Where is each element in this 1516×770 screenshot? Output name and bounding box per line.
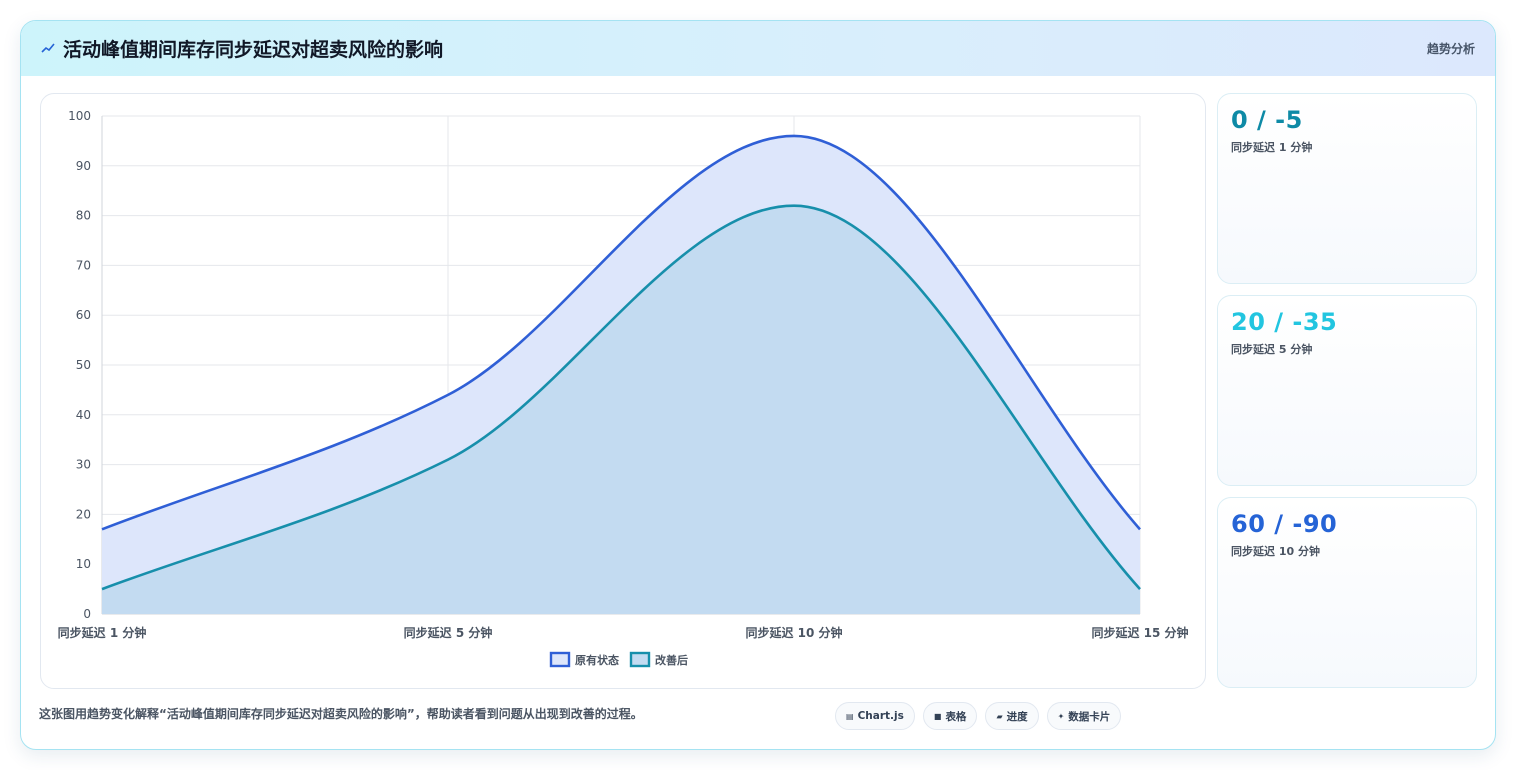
chip-label: 表格 — [945, 710, 967, 723]
series-area — [102, 205, 1140, 614]
legend-label: 改善后 — [655, 653, 688, 667]
series-line — [101, 134, 1141, 531]
stat-card: 60 / -90 同步延迟 10 分钟 — [1217, 497, 1477, 688]
y-tick-label: 10 — [76, 557, 91, 571]
chip-chartjs[interactable]: ▤ Chart.js — [835, 702, 915, 730]
x-tick-label: 同步延迟 15 分钟 — [1091, 625, 1188, 640]
chart-card: 0 10 20 30 40 50 60 70 80 90 100 同步延迟 1 分钟 同步延迟 5 分… — [40, 93, 1206, 689]
page-title: 活动峰值期间库存同步延迟对超卖风险的影响 — [63, 39, 444, 61]
x-tick-label: 同步延迟 10 分钟 — [745, 625, 842, 640]
y-tick-label: 60 — [76, 308, 91, 322]
stat-card: 20 / -35 同步延迟 5 分钟 — [1217, 295, 1477, 486]
chart-lines — [101, 134, 1141, 591]
y-tick-label: 80 — [76, 209, 91, 223]
y-tick-label: 90 — [76, 159, 91, 173]
x-tick-label: 同步延迟 5 分钟 — [404, 625, 493, 640]
table-icon: ■ — [933, 711, 942, 721]
chip-progress[interactable]: ▰ 进度 — [985, 702, 1039, 730]
legend-swatch — [549, 651, 571, 668]
area-chart: 0 10 20 30 40 50 60 70 80 90 100 同步延迟 1 分钟 同步延迟 5 分… — [58, 109, 1189, 668]
x-axis: 同步延迟 1 分钟 同步延迟 5 分钟 同步延迟 10 分钟 同步延迟 15 分钟 — [58, 625, 1189, 640]
x-tick-label: 同步延迟 1 分钟 — [58, 625, 147, 640]
chart-description: 这张图用趋势变化解释“活动峰值期间库存同步延迟对超卖风险的影响”，帮助读者看到问… — [39, 707, 643, 721]
analysis-tag: 趋势分析 — [1426, 42, 1475, 56]
legend-label: 原有状态 — [575, 653, 619, 667]
dashboard-panel: 活动峰值期间库存同步延迟对超卖风险的影响 趋势分析 0 10 20 30 40 50 60 7… — [20, 20, 1496, 750]
card-icon: ✦ — [1057, 711, 1065, 721]
legend-swatch — [629, 651, 651, 668]
feature-chips: ▤ Chart.js ■ 表格 ▰ 进度 ✦ 数据卡片 — [835, 702, 1122, 730]
series-line — [101, 204, 1141, 591]
panel-header: 活动峰值期间库存同步延迟对超卖风险的影响 趋势分析 — [21, 21, 1495, 76]
y-tick-label: 40 — [76, 408, 91, 422]
chart-areas — [102, 135, 1140, 615]
chart-legend[interactable]: 原有状态 改善后 — [549, 651, 688, 668]
stat-label: 同步延迟 5 分钟 — [1231, 343, 1313, 356]
chip-label: 数据卡片 — [1068, 710, 1111, 723]
legend-item[interactable]: 改善后 — [629, 651, 688, 668]
y-tick-label: 20 — [76, 507, 91, 521]
stat-label: 同步延迟 1 分钟 — [1231, 141, 1313, 154]
stat-label: 同步延迟 10 分钟 — [1231, 545, 1320, 558]
y-tick-label: 70 — [76, 258, 91, 272]
stat-value: 60 / -90 — [1231, 510, 1338, 538]
chip-table[interactable]: ■ 表格 — [922, 702, 978, 730]
stat-card: 0 / -5 同步延迟 1 分钟 — [1217, 93, 1477, 284]
sparkline-icon — [41, 43, 55, 53]
y-tick-label: 0 — [83, 607, 91, 621]
chip-data-card[interactable]: ✦ 数据卡片 — [1046, 702, 1122, 730]
y-tick-label: 50 — [76, 358, 91, 372]
legend-item[interactable]: 原有状态 — [549, 651, 619, 668]
chip-label: Chart.js — [857, 710, 904, 722]
y-tick-label: 100 — [68, 109, 91, 123]
stat-value: 0 / -5 — [1231, 106, 1303, 134]
chip-label: 进度 — [1006, 710, 1028, 723]
y-axis: 0 10 20 30 40 50 60 70 80 90 100 — [68, 109, 91, 621]
stat-value: 20 / -35 — [1231, 308, 1338, 336]
y-tick-label: 30 — [76, 458, 91, 472]
progress-icon: ▰ — [996, 711, 1003, 721]
chart-icon: ▤ — [846, 711, 854, 721]
